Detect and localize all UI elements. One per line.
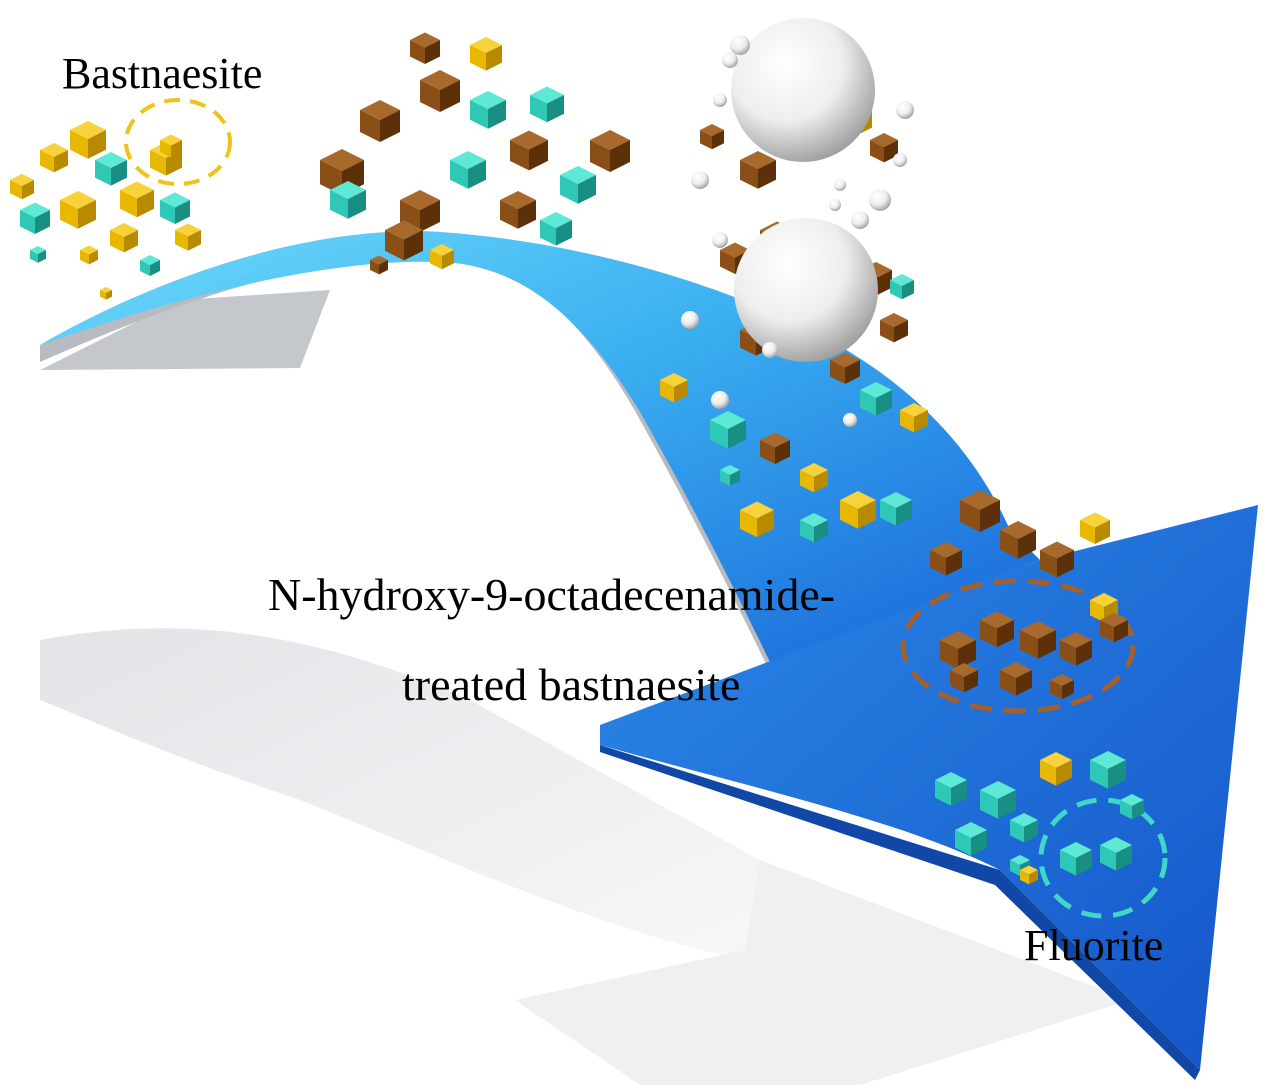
air-bubbles	[681, 18, 914, 427]
treated-bastnaesite-ring	[900, 578, 1136, 714]
mineral-particles	[10, 32, 1144, 885]
arrow-head	[600, 505, 1258, 1070]
arrow-underside	[40, 290, 330, 370]
fluorite-label: Fluorite	[1024, 921, 1164, 970]
arrow-shadow-head	[515, 860, 1130, 1085]
arrow-shadow	[40, 628, 760, 960]
treated-bastnaesite-label-line2: treated bastnaesite	[402, 659, 741, 710]
bastnaesite-label: Bastnaesite	[62, 49, 263, 98]
fluorite-ring	[1038, 797, 1168, 919]
treated-bastnaesite-label-line1: N-hydroxy-9-octadecenamide-	[268, 569, 836, 620]
bastnaesite-ring	[124, 98, 232, 186]
